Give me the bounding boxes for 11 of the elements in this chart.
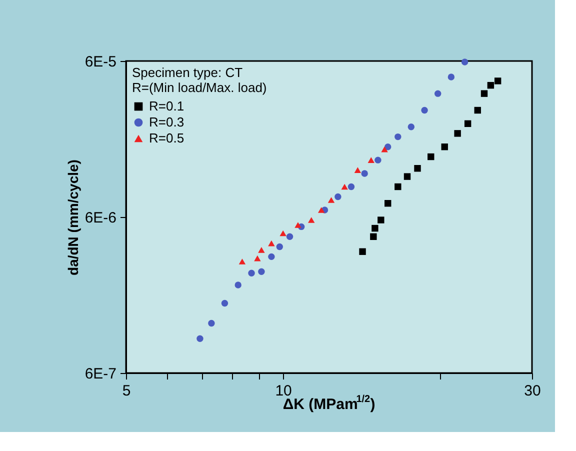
- x-tick-label: 10: [275, 382, 292, 400]
- legend-title: Specimen type: CT R=(Min load/Max. load): [132, 65, 267, 95]
- legend-label: R=0.1: [149, 98, 184, 114]
- y-tick-label: 6E-7: [84, 366, 116, 382]
- legend-label: R=0.3: [149, 114, 184, 130]
- y-tick-label: 6E-6: [84, 210, 116, 226]
- legend-label: R=0.5: [149, 130, 184, 146]
- y-axis-title: da/dN (mm/cycle): [64, 160, 81, 276]
- y-tick-label: 6E-5: [84, 54, 116, 70]
- x-tick-label: 30: [524, 382, 541, 400]
- x-tick-label: 5: [122, 382, 131, 400]
